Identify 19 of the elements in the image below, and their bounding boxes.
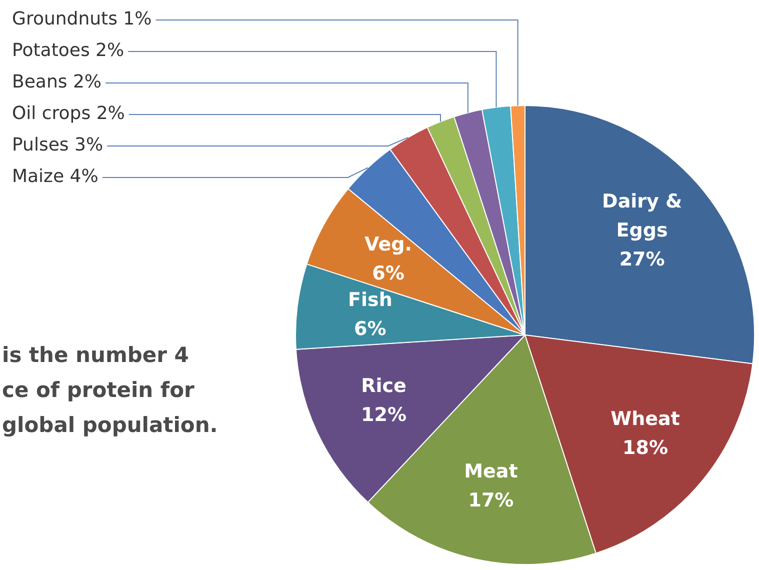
slice-label: Meat bbox=[464, 460, 518, 483]
slice-label: Rice bbox=[361, 374, 406, 397]
slice-label: Pulses 3% bbox=[12, 134, 104, 156]
slice-label: Potatoes 2% bbox=[12, 40, 124, 62]
data-label: 6% bbox=[372, 262, 404, 284]
slice-label: Fish bbox=[348, 288, 392, 311]
slice-label: Beans 2% bbox=[12, 72, 102, 93]
slice-label: Wheat bbox=[610, 408, 680, 430]
data-label: 17% bbox=[468, 490, 514, 512]
slice-label: Maize 4% bbox=[12, 166, 98, 188]
slice-label: Dairy & Eggs bbox=[602, 190, 682, 242]
slice-label: Veg. bbox=[364, 233, 412, 256]
data-label: 18% bbox=[622, 436, 668, 459]
text: is the number 4 ce of protein for global population. bbox=[2, 342, 218, 439]
slice-label: Groundnuts 1% bbox=[12, 8, 152, 30]
data-label: 6% bbox=[354, 318, 386, 340]
data-label: 27% bbox=[619, 248, 665, 271]
data-label: 12% bbox=[361, 404, 407, 426]
slice-label: Oil crops 2% bbox=[12, 103, 125, 124]
